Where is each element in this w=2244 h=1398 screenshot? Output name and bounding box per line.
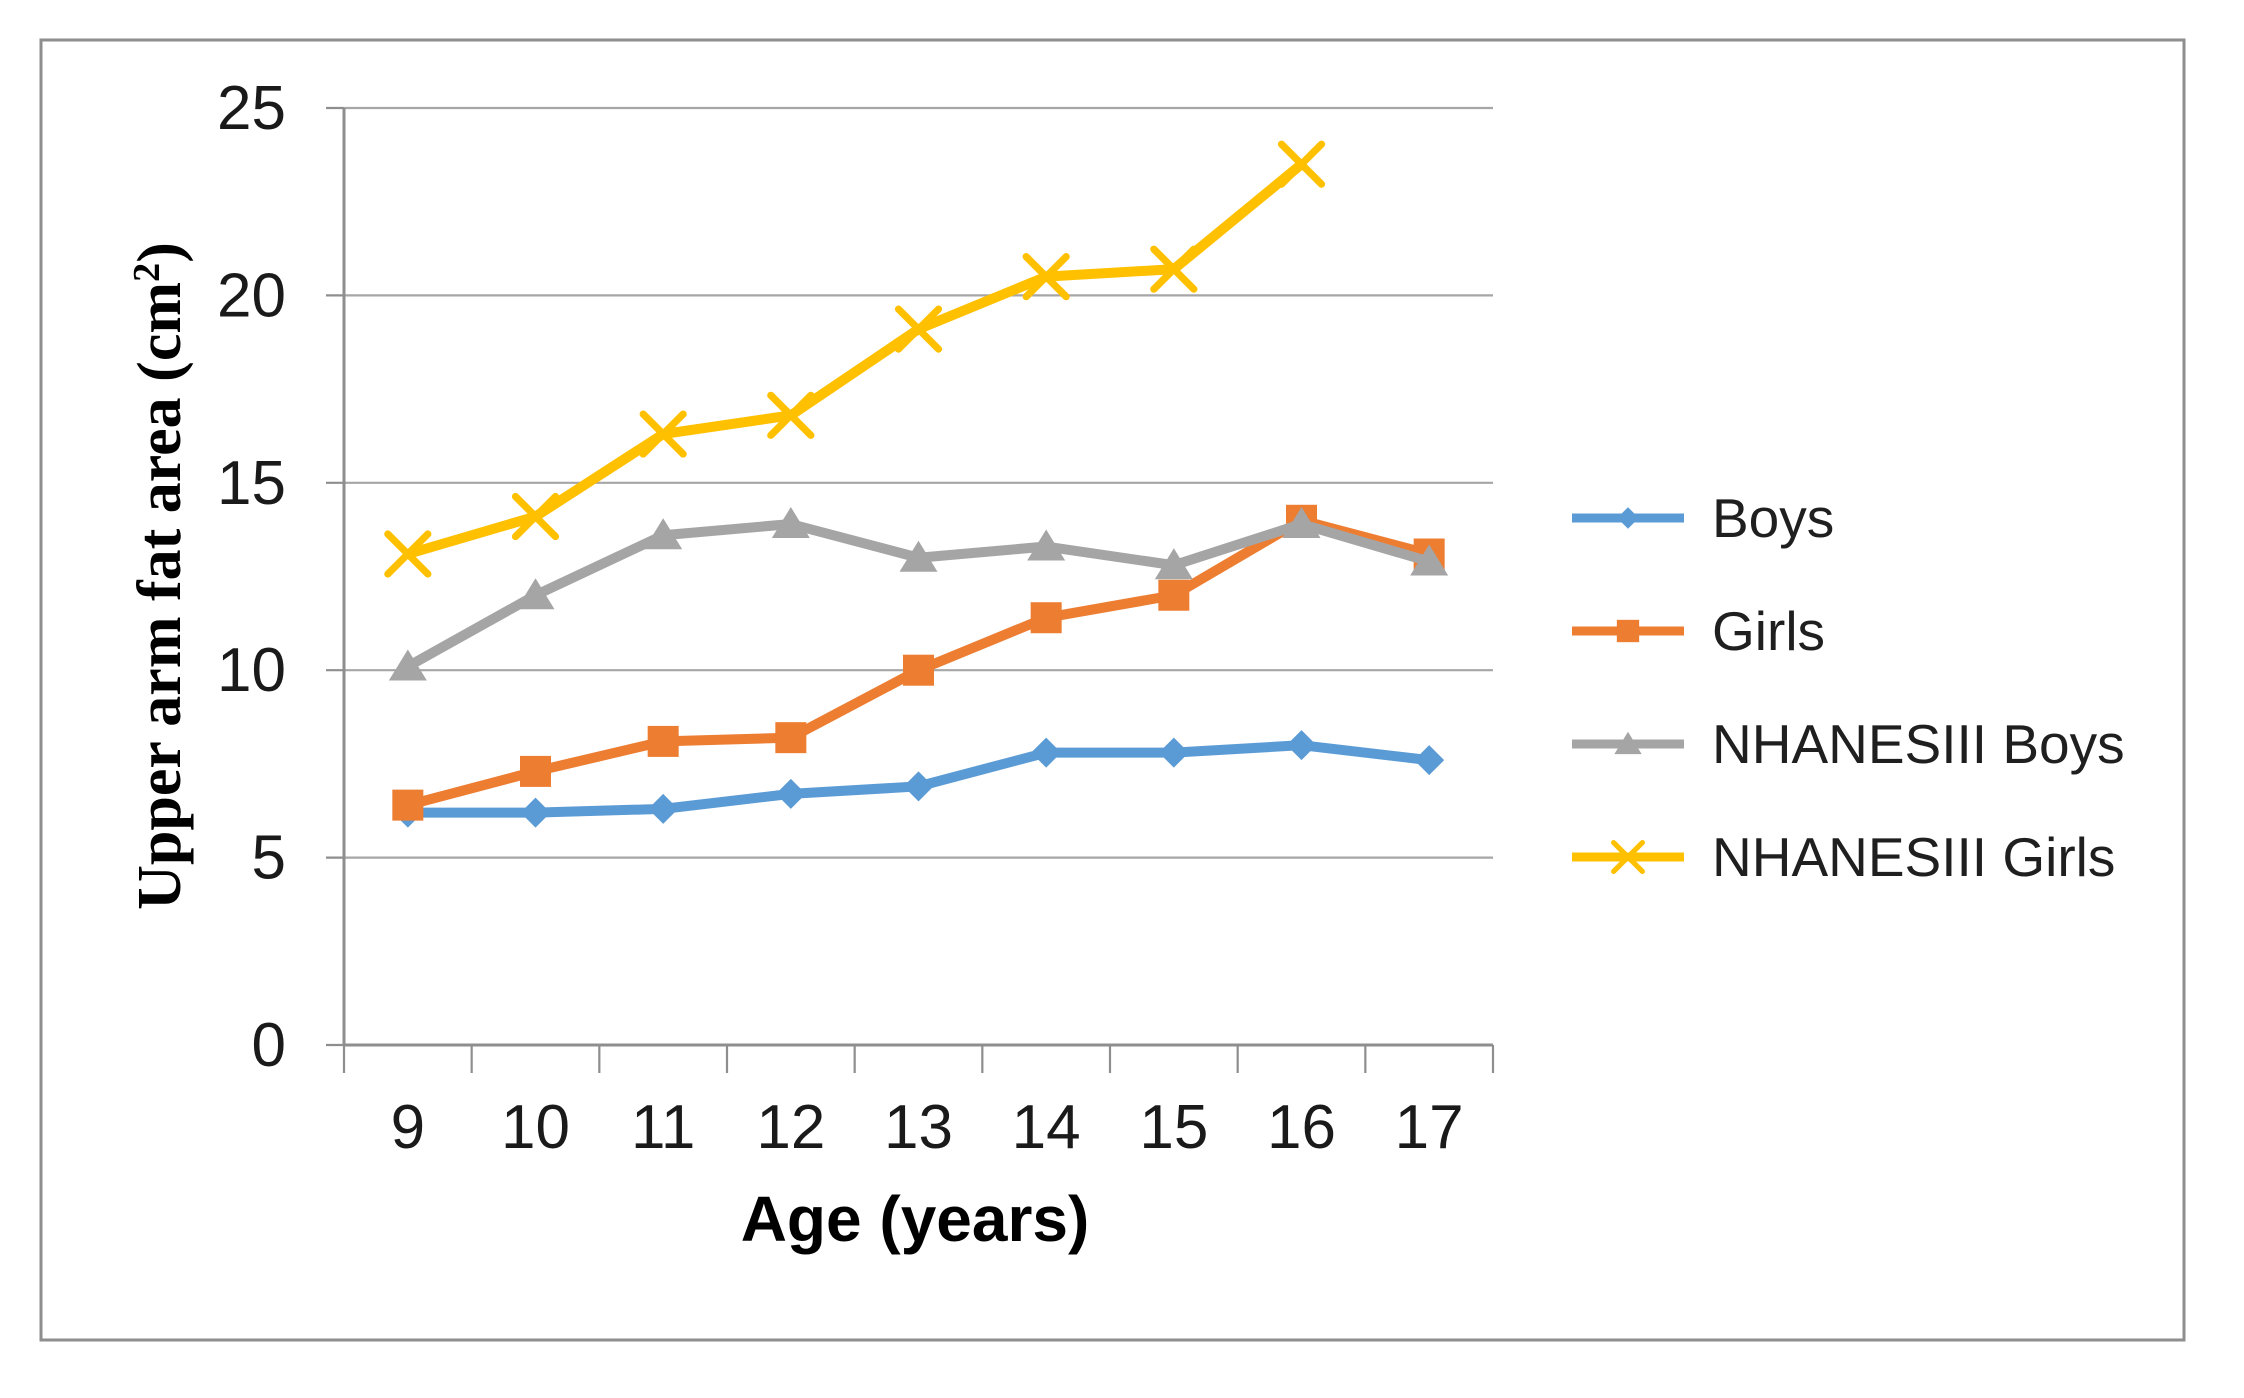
series-marker-nhanesiii-boys (1410, 544, 1449, 576)
y-tick-label: 0 (252, 1011, 286, 1080)
series-marker-boys (1286, 730, 1317, 761)
series-marker-nhanesiii-boys (1154, 548, 1193, 580)
x-tick-label: 13 (884, 1093, 953, 1162)
series-marker-nhanesiii-girls (639, 410, 687, 458)
series-marker-nhanesiii-boys (644, 518, 683, 550)
y-tick-label: 20 (217, 261, 286, 330)
series-marker-girls (775, 722, 807, 754)
legend-key-girls-icon (1572, 619, 1684, 643)
x-axis-title: Age (years) (740, 1183, 1090, 1255)
x-tick-label: 17 (1395, 1093, 1464, 1162)
series-marker-boys (903, 771, 934, 802)
x-tick-label: 14 (1012, 1093, 1081, 1162)
y-axis-title-suffix: ) (126, 242, 194, 263)
series-marker-nhanesiii-boys (1027, 529, 1066, 561)
series-marker-boys (648, 793, 679, 824)
x-tick-label: 11 (631, 1093, 695, 1162)
series-marker-girls (647, 725, 679, 757)
series-marker-girls (520, 755, 551, 787)
legend-marker-boys (1617, 507, 1639, 529)
y-axis-title-superscript: 2 (125, 262, 168, 283)
series-marker-nhanesiii-girls (767, 391, 815, 439)
series-marker-boys (520, 797, 551, 828)
legend-key-nhanesiii-boys-icon (1572, 731, 1684, 755)
y-tick-label: 15 (217, 449, 286, 518)
legend-label: NHANESIII Girls (1712, 826, 2116, 888)
series-boys (392, 730, 1445, 828)
series-marker-boys (1031, 737, 1062, 768)
legend-marker-nhanesiii-boys (1614, 731, 1642, 755)
series-marker-girls (1158, 579, 1190, 611)
legend-item-girls: Girls (1566, 599, 1825, 663)
series-marker-nhanesiii-girls (511, 492, 560, 541)
y-tick-label: 5 (252, 824, 286, 893)
series-marker-girls (903, 654, 934, 686)
y-tick-label: 10 (217, 636, 286, 705)
y-axis-title-text: Upper arm fat area (cm (126, 282, 194, 910)
x-tick-label: 9 (391, 1093, 425, 1162)
legend-item-boys: Boys (1566, 486, 1834, 550)
series-marker-nhanesiii-girls (1022, 253, 1070, 301)
y-axis-title: Upper arm fat area (cm2) (125, 126, 195, 1026)
x-tick-label: 15 (1139, 1093, 1208, 1162)
series-marker-boys (775, 778, 806, 809)
legend-label: Girls (1712, 600, 1826, 662)
series-marker-nhanesiii-girls (1150, 245, 1198, 293)
figure-border (39, 38, 2186, 1342)
legend-item-nhanesiii-boys: NHANESIII Boys (1566, 712, 2125, 776)
series-marker-girls (1030, 602, 1062, 634)
series-line-nhanesiii-girls (402, 159, 1307, 560)
series-nhanesiii-boys (388, 507, 1449, 681)
series-marker-nhanesiii-boys (1282, 507, 1321, 539)
series-girls (392, 504, 1445, 821)
series-marker-nhanesiii-boys (771, 507, 810, 539)
series-marker-nhanesiii-boys (516, 578, 555, 610)
legend-marker-girls (1616, 619, 1640, 643)
legend-label: Boys (1712, 487, 1835, 549)
series-marker-nhanesiii-boys (388, 649, 427, 681)
legend-marker-nhanesiii-girls (1611, 840, 1645, 874)
series-marker-nhanesiii-girls (1277, 140, 1326, 188)
legend-label: NHANESIII Boys (1712, 713, 2125, 775)
series-marker-boys (1158, 737, 1189, 768)
legend-key-nhanesiii-girls-icon (1572, 840, 1684, 874)
x-tick-label: 10 (501, 1093, 570, 1162)
series-marker-girls (392, 789, 424, 821)
series-marker-nhanesiii-boys (899, 540, 938, 572)
series-marker-nhanesiii-girls (384, 530, 432, 578)
series-marker-boys (1414, 745, 1445, 776)
x-tick-label: 12 (756, 1093, 825, 1162)
series-marker-nhanesiii-girls (894, 305, 943, 353)
y-tick-label: 25 (217, 74, 286, 143)
legend-key-boys-icon (1572, 507, 1684, 529)
series-nhanesiii-girls (384, 140, 1326, 578)
x-tick-label: 16 (1267, 1093, 1336, 1162)
legend-item-nhanesiii-girls: NHANESIII Girls (1566, 825, 2115, 889)
